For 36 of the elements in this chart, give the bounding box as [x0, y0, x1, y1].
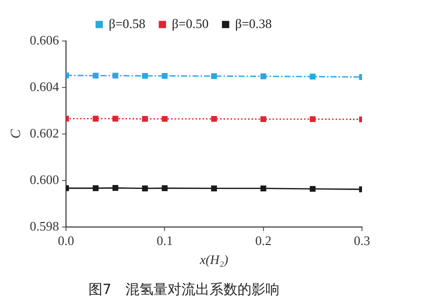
point	[260, 116, 266, 122]
point	[162, 72, 168, 79]
x-tick-label: 0.3	[354, 233, 370, 248]
point	[310, 116, 316, 122]
point	[211, 116, 217, 122]
point	[142, 72, 148, 79]
point	[112, 72, 118, 79]
x-tick-label: 0.1	[156, 233, 173, 248]
point	[260, 185, 266, 192]
x-tick-label: 0.0	[58, 233, 74, 248]
point	[310, 186, 316, 192]
point	[142, 185, 148, 192]
legend-label: β=0.38	[235, 16, 272, 31]
y-axis-title: C	[9, 128, 24, 139]
point	[112, 185, 118, 191]
point	[211, 185, 217, 192]
y-tick-label: 0.600	[30, 172, 60, 187]
point	[162, 116, 168, 122]
y-tick-label: 0.606	[30, 32, 60, 48]
point	[112, 116, 118, 122]
point	[92, 72, 99, 79]
y-tick-label: 0.598	[30, 218, 60, 234]
point	[142, 116, 148, 122]
text: 图7 混氢量对流出系数的影响	[88, 282, 280, 298]
x-axis-title: x(H₂)	[198, 252, 228, 267]
point	[260, 73, 266, 80]
point	[92, 185, 99, 192]
point	[211, 73, 217, 80]
point	[92, 116, 99, 122]
y-tick-label: 0.602	[30, 125, 60, 140]
legend-label: β=0.58	[108, 16, 146, 31]
point	[162, 185, 168, 192]
legend-label: β=0.50	[172, 16, 209, 31]
x-tick-label: 0.2	[255, 233, 272, 248]
point	[310, 74, 316, 80]
y-tick-label: 0.604	[30, 78, 60, 94]
